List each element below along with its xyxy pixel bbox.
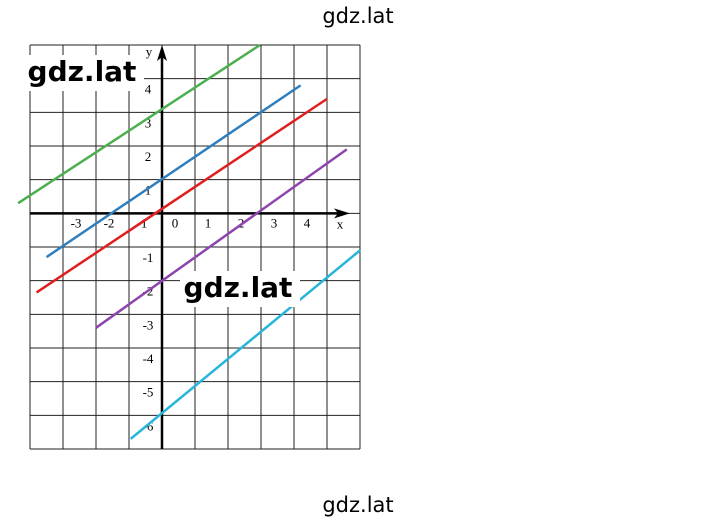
watermark: gdz.lat xyxy=(184,271,293,304)
x-tick-label: 3 xyxy=(271,215,278,230)
line xyxy=(45,84,302,259)
y-tick-label: 3 xyxy=(145,115,152,130)
x-tick-label: 2 xyxy=(238,215,245,230)
watermark: gdz.lat xyxy=(322,493,393,517)
watermark: gdz.lat xyxy=(322,4,393,28)
line xyxy=(17,43,261,205)
line xyxy=(35,97,328,294)
y-tick-label: -5 xyxy=(143,385,154,400)
x-tick-label: 1 xyxy=(205,215,212,230)
x-tick-label: -2 xyxy=(104,215,115,230)
watermark-bg xyxy=(24,55,144,91)
y-tick-label: 1 xyxy=(145,183,152,198)
watermark: gdz.lat xyxy=(28,55,137,88)
y-tick-label: 4 xyxy=(145,82,152,97)
x-tick-label: 0 xyxy=(172,215,179,230)
x-tick-label: 4 xyxy=(304,215,311,230)
y-tick-label: -4 xyxy=(143,351,154,366)
x-arrow xyxy=(334,208,350,219)
line xyxy=(129,249,361,440)
y-tick-label: -1 xyxy=(143,250,154,265)
y-tick-label: 2 xyxy=(145,149,152,164)
y-tick-label: -3 xyxy=(143,317,154,332)
watermark-bg xyxy=(180,271,300,307)
y-axis-label: y xyxy=(146,44,153,59)
x-axis-label: x xyxy=(337,216,344,231)
line xyxy=(95,148,348,329)
x-tick-label: -3 xyxy=(71,215,82,230)
y-arrow xyxy=(157,45,167,61)
